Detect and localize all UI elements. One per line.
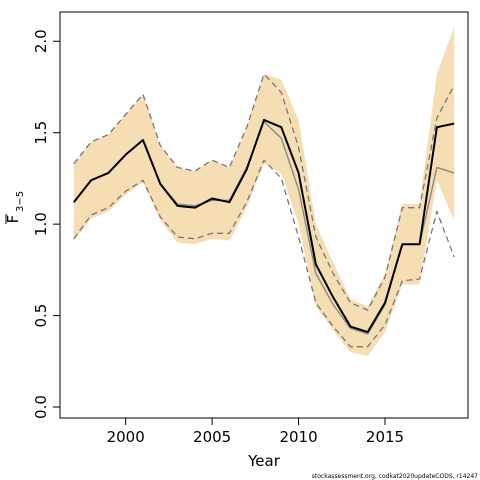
x-tick-label: 2010 bbox=[279, 428, 317, 446]
y-axis-title-main: F bbox=[4, 215, 22, 224]
plot-area bbox=[73, 26, 455, 356]
x-axis: 2000 2005 2010 2015 bbox=[107, 418, 404, 446]
series-line-prev-ci-lower bbox=[73, 159, 455, 348]
y-axis-title: F 3−5 bbox=[4, 191, 26, 224]
y-axis-title-subscript: 3−5 bbox=[15, 191, 26, 212]
x-axis-title: Year bbox=[247, 452, 281, 470]
y-tick-label: 2.0 bbox=[32, 29, 50, 53]
y-tick-label: 0.5 bbox=[32, 304, 50, 328]
x-tick-label: 2000 bbox=[107, 428, 145, 446]
plot-frame bbox=[59, 11, 469, 419]
y-axis: 0.0 0.5 1.0 1.5 2.0 bbox=[32, 29, 60, 419]
confidence-band bbox=[73, 26, 455, 356]
y-tick-label: 1.5 bbox=[32, 121, 50, 145]
x-tick-label: 2005 bbox=[193, 428, 231, 446]
x-tick-label: 2015 bbox=[366, 428, 404, 446]
y-tick-label: 1.0 bbox=[32, 212, 50, 236]
footer-note: stockassessment.org, codkat2020updateCOD… bbox=[312, 473, 478, 480]
series-line-prev-ci-upper bbox=[73, 73, 455, 311]
series-line-current-estimate bbox=[73, 118, 455, 334]
y-tick-label: 0.0 bbox=[32, 395, 50, 419]
